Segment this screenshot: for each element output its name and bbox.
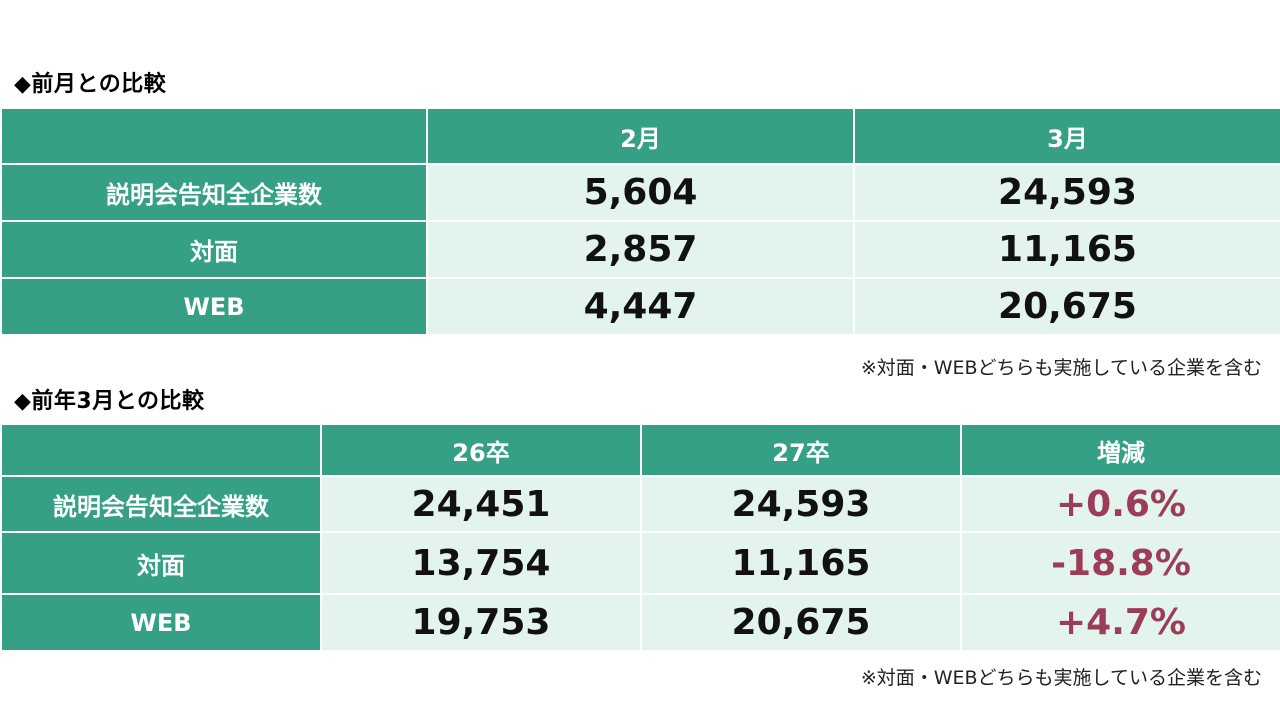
row-label-web: WEB <box>0 593 322 652</box>
value-cell: 24,593 <box>640 475 962 533</box>
table-row: WEB 19,753 20,675 +4.7% <box>0 593 1280 652</box>
value-cell: 20,675 <box>853 277 1280 336</box>
table-row: 対面 13,754 11,165 -18.8% <box>0 531 1280 595</box>
value-cell: 4,447 <box>426 277 855 336</box>
table-row: 説明会告知全企業数 24,451 24,593 +0.6% <box>0 475 1280 533</box>
value-cell: 24,451 <box>320 475 642 533</box>
footnote-monthly: ※対面・WEBどちらも実施している企業を含む <box>860 357 1262 379</box>
table-row: 対面 2,857 11,165 <box>0 220 1280 279</box>
change-cell: +4.7% <box>960 593 1280 652</box>
table-header-row: 26卒 27卒 増減 <box>0 423 1280 477</box>
column-header-march: 3月 <box>853 107 1280 165</box>
value-cell: 13,754 <box>320 531 642 595</box>
column-header-27: 27卒 <box>640 423 962 477</box>
value-cell: 24,593 <box>853 163 1280 222</box>
change-cell: +0.6% <box>960 475 1280 533</box>
value-cell: 2,857 <box>426 220 855 279</box>
row-label-in-person: 対面 <box>0 531 322 595</box>
row-label-in-person: 対面 <box>0 220 428 279</box>
column-header-blank <box>0 423 322 477</box>
yearly-comparison-table: 26卒 27卒 増減 説明会告知全企業数 24,451 24,593 +0.6%… <box>0 423 1280 652</box>
table-row: 説明会告知全企業数 5,604 24,593 <box>0 163 1280 222</box>
value-cell: 5,604 <box>426 163 855 222</box>
row-label-web: WEB <box>0 277 428 336</box>
section-title-monthly: ◆前月との比較 <box>14 72 167 97</box>
column-header-blank <box>0 107 428 165</box>
table-row: WEB 4,447 20,675 <box>0 277 1280 336</box>
value-cell: 19,753 <box>320 593 642 652</box>
row-label-all-companies: 説明会告知全企業数 <box>0 475 322 533</box>
row-label-all-companies: 説明会告知全企業数 <box>0 163 428 222</box>
column-header-february: 2月 <box>426 107 855 165</box>
change-cell: -18.8% <box>960 531 1280 595</box>
column-header-change: 増減 <box>960 423 1280 477</box>
table-header-row: 2月 3月 <box>0 107 1280 165</box>
section-title-yearly: ◆前年3月との比較 <box>14 389 205 414</box>
value-cell: 20,675 <box>640 593 962 652</box>
monthly-comparison-table: 2月 3月 説明会告知全企業数 5,604 24,593 対面 2,857 11… <box>0 107 1280 336</box>
column-header-26: 26卒 <box>320 423 642 477</box>
footnote-yearly: ※対面・WEBどちらも実施している企業を含む <box>860 667 1262 689</box>
value-cell: 11,165 <box>640 531 962 595</box>
value-cell: 11,165 <box>853 220 1280 279</box>
